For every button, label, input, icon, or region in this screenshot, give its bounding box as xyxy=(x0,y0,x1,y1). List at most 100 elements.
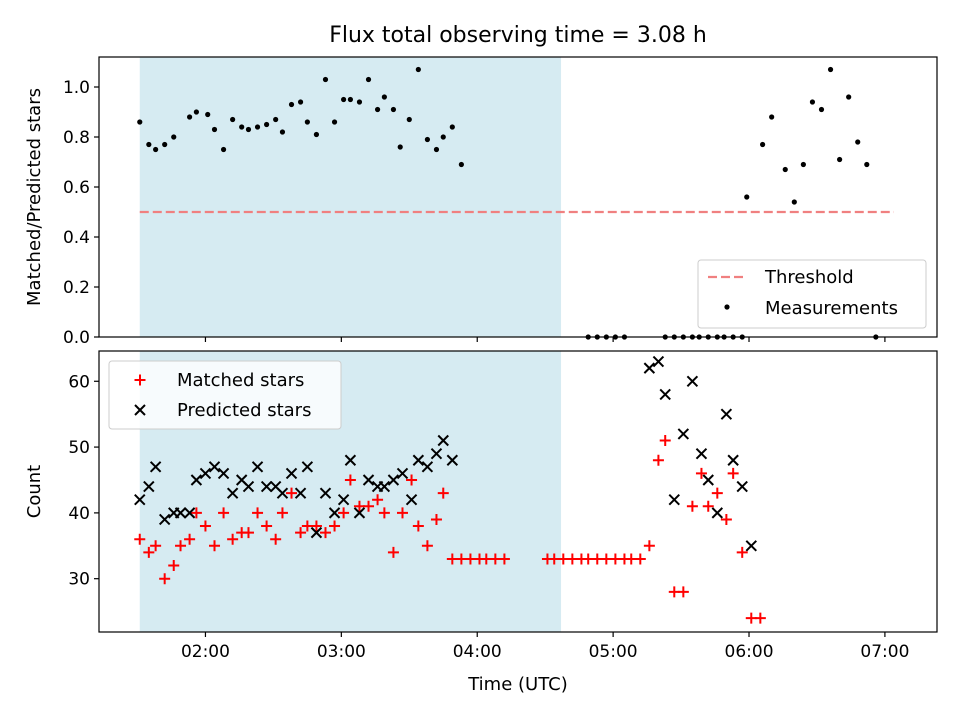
predicted-point-45 xyxy=(702,474,714,486)
legend-measurements-swatch xyxy=(724,304,730,310)
matched-point-10 xyxy=(218,507,230,519)
predicted-point-1 xyxy=(143,480,155,493)
predicted-point-40 xyxy=(659,388,671,401)
predicted-point-30 xyxy=(387,474,400,486)
predicted-point-0 xyxy=(134,494,146,506)
measurement-point-35 xyxy=(440,134,446,140)
matched-point-17 xyxy=(276,507,288,519)
measurement-point-57 xyxy=(791,199,797,205)
matched-point-8 xyxy=(199,520,211,532)
predicted-point-21 xyxy=(310,526,323,539)
measurement-point-22 xyxy=(331,119,338,125)
predicted-point-25 xyxy=(344,454,357,466)
predicted-point-7 xyxy=(190,474,203,486)
measurement-point-34 xyxy=(433,146,440,153)
measurement-point-2 xyxy=(153,146,159,153)
measurement-point-8 xyxy=(211,126,218,133)
predicted-point-24 xyxy=(337,494,350,506)
predicted-point-50 xyxy=(745,540,757,552)
measurement-point-12 xyxy=(245,126,252,133)
shaded-region xyxy=(139,57,562,337)
measurement-point-56 xyxy=(782,166,788,173)
predicted-point-5 xyxy=(174,507,187,519)
x-tick-label-5: 07:00 xyxy=(860,642,909,662)
y-tick-label-2: 50 xyxy=(68,438,90,458)
measurement-point-16 xyxy=(279,129,286,135)
x-tick-label-3: 05:00 xyxy=(589,642,638,662)
x-axis-label: Time (UTC) xyxy=(467,674,568,695)
predicted-point-13 xyxy=(242,480,255,493)
y-tick-label-0: 0.0 xyxy=(63,328,90,348)
matched-point-28 xyxy=(372,494,384,506)
figure-title: Flux total observing time = 3.08 h xyxy=(329,23,707,48)
predicted-point-8 xyxy=(199,467,212,480)
measurement-point-0 xyxy=(137,119,143,125)
measurement-point-26 xyxy=(365,76,372,83)
matched-point-57 xyxy=(652,454,664,466)
legend-box xyxy=(697,259,927,329)
predicted-point-34 xyxy=(421,461,434,473)
measurement-point-28 xyxy=(381,94,387,100)
matched-point-3 xyxy=(159,573,171,585)
x-tick-label-0: 02:00 xyxy=(181,642,230,662)
matched-point-30 xyxy=(387,546,399,558)
measurement-point-30 xyxy=(397,144,403,150)
matched-point-69 xyxy=(754,612,766,624)
y-tick-label-2: 0.4 xyxy=(63,228,90,248)
measurement-point-65 xyxy=(864,161,870,168)
predicted-point-33 xyxy=(412,454,425,466)
measurement-point-21 xyxy=(322,76,329,83)
y-axis-label: Count xyxy=(24,465,45,518)
matched-point-0 xyxy=(134,533,146,545)
matched-point-5 xyxy=(175,540,187,552)
matched-point-24 xyxy=(338,507,350,519)
matched-point-65 xyxy=(720,513,732,525)
predicted-point-11 xyxy=(226,487,239,499)
y-axis-label: Matched/Predicted stars xyxy=(24,88,45,306)
matched-point-34 xyxy=(421,540,433,552)
y-tick-label-4: 0.8 xyxy=(63,128,90,148)
predicted-point-48 xyxy=(727,454,739,466)
measurement-point-3 xyxy=(162,141,168,148)
measurement-point-15 xyxy=(273,116,279,123)
legend-matched-label: Matched stars xyxy=(177,370,304,391)
measurement-point-7 xyxy=(205,111,211,118)
predicted-point-36 xyxy=(437,434,449,447)
matched-point-15 xyxy=(261,520,273,532)
matched-point-55 xyxy=(634,553,646,565)
measurement-point-17 xyxy=(288,101,295,108)
matched-point-22 xyxy=(319,527,331,539)
matched-point-9 xyxy=(209,540,221,552)
predicted-point-9 xyxy=(208,461,221,473)
predicted-point-47 xyxy=(720,408,733,420)
legend-predicted-swatch xyxy=(134,404,146,416)
predicted-point-27 xyxy=(362,474,375,486)
measurement-point-55 xyxy=(769,114,775,120)
measurement-point-64 xyxy=(855,139,861,145)
legend-measurements-label: Measurements xyxy=(765,298,898,319)
measurement-point-53 xyxy=(744,194,750,200)
y-tick-label-1: 0.2 xyxy=(63,278,90,298)
predicted-point-41 xyxy=(668,494,680,506)
measurement-point-24 xyxy=(347,96,353,103)
measurement-point-4 xyxy=(171,134,177,140)
predicted-point-26 xyxy=(353,507,366,519)
matched-point-23 xyxy=(329,520,341,532)
measurement-point-27 xyxy=(374,106,381,113)
ratio-panel: 0.0 0.2 0.4 0.6 0.8 1.0 Matched/Predicted star… xyxy=(24,56,938,348)
matched-point-21 xyxy=(310,520,322,532)
matched-point-2 xyxy=(150,540,162,552)
predicted-point-44 xyxy=(695,447,708,460)
predicted-point-19 xyxy=(294,487,307,499)
legend-predicted-label: Predicted stars xyxy=(177,400,311,421)
measurement-point-37 xyxy=(458,161,464,168)
x-tick-label-4: 06:00 xyxy=(725,642,774,662)
predicted-point-46 xyxy=(711,507,724,519)
measurement-point-13 xyxy=(254,124,261,130)
matched-point-43 xyxy=(498,553,510,565)
predicted-point-35 xyxy=(430,447,443,460)
measurement-point-20 xyxy=(313,131,320,138)
matched-point-60 xyxy=(677,586,689,598)
predicted-point-49 xyxy=(736,480,748,493)
